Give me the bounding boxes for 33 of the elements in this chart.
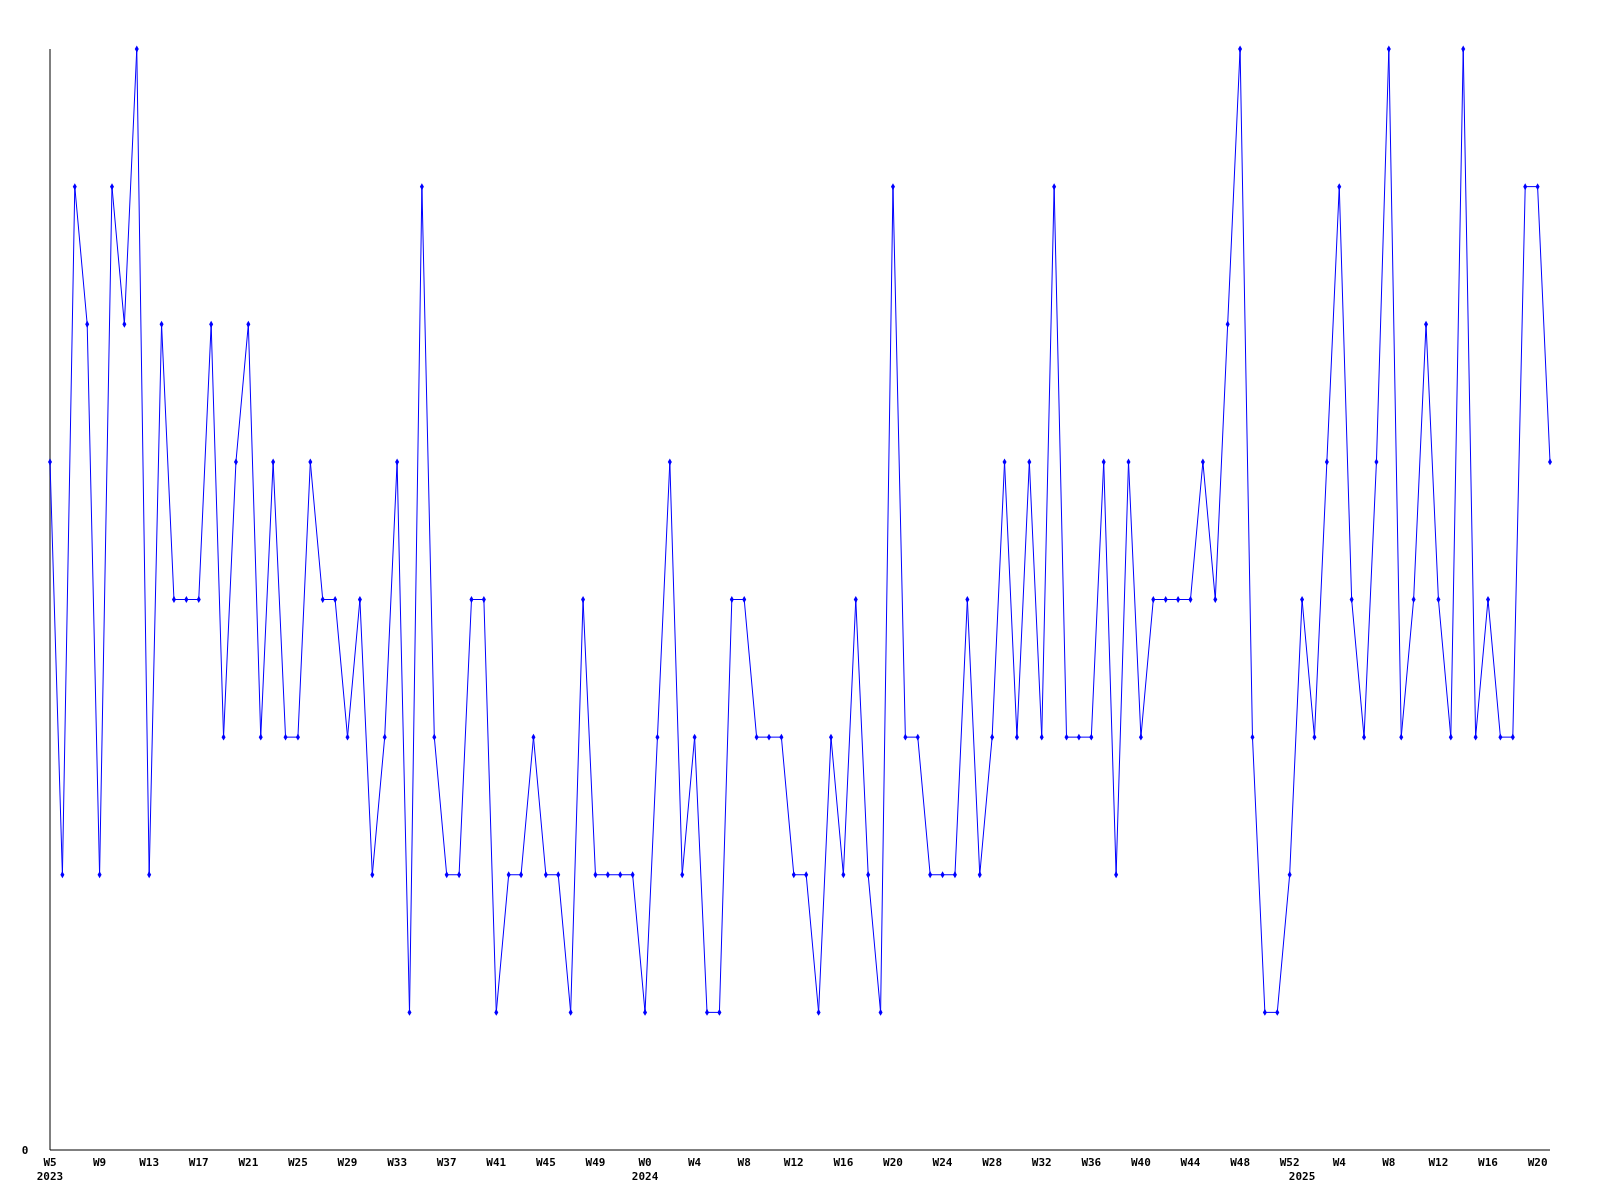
x-tick-label: W37	[436, 1156, 457, 1169]
x-tick-label: W41	[486, 1156, 507, 1169]
text: 0	[21, 1144, 29, 1157]
x-tick-label: W4	[688, 1156, 702, 1169]
x-tick-label: W32	[1031, 1156, 1052, 1169]
x-tick-label: 2025	[1288, 1170, 1316, 1183]
x-tick-label: W12	[783, 1156, 804, 1169]
x-tick-label: W29	[337, 1156, 358, 1169]
x-tick-label: W36	[1081, 1156, 1102, 1169]
x-tick-label: W44	[1180, 1156, 1201, 1169]
x-tick-label: W17	[188, 1156, 209, 1169]
x-tick-label: W28	[982, 1156, 1003, 1169]
x-tick-label: W20	[1527, 1156, 1548, 1169]
x-tick-label: W0 2024	[631, 1156, 659, 1183]
x-tick-label: W12	[1428, 1156, 1449, 1169]
x-tick-label: W45	[535, 1156, 556, 1169]
x-tick-label: W52	[1279, 1156, 1300, 1169]
x-tick-label: W4	[1332, 1156, 1347, 1169]
x-tick-label: W16	[833, 1156, 854, 1169]
x-tick-label: W9	[92, 1156, 107, 1169]
x-tick-label: W21	[238, 1156, 259, 1169]
x-tick-label: W8	[737, 1156, 751, 1169]
x-tick-label: W20	[883, 1156, 903, 1169]
x-tick-label: W5 2023	[36, 1156, 64, 1183]
x-tick-label: W13	[139, 1156, 160, 1169]
x-tick-label: W24	[932, 1156, 953, 1169]
x-tick-label: W40	[1130, 1156, 1151, 1169]
x-tick-label: W16	[1478, 1156, 1499, 1169]
x-tick-label: W8	[1382, 1156, 1396, 1169]
x-tick-label: W33	[387, 1156, 408, 1169]
x-tick-label: W49	[585, 1156, 606, 1169]
x-tick-label: W25	[288, 1156, 308, 1169]
x-tick-label: W48	[1230, 1156, 1251, 1169]
